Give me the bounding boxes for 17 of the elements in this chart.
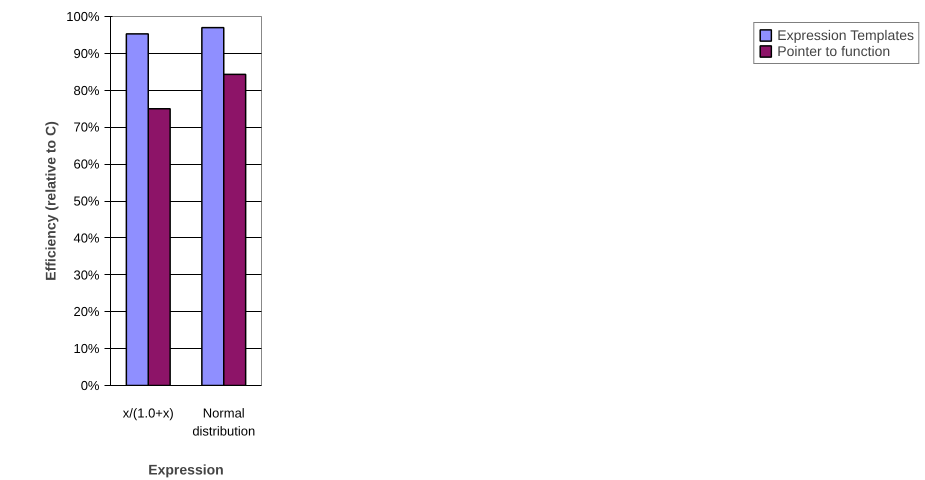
y-tick-label: 30% (73, 267, 100, 282)
y-tick-label: 60% (73, 156, 100, 172)
y-tick-label: 90% (73, 46, 100, 61)
y-tick-label: 40% (73, 230, 100, 246)
y-tick-label: 20% (73, 304, 100, 320)
y-tick-label: 50% (73, 194, 100, 208)
legend-label: Pointer to function (777, 43, 890, 59)
x-tick-label: x/(1.0+x) (122, 406, 174, 420)
y-tick-label: 100% (66, 9, 100, 24)
y-tick-label: 0% (80, 378, 100, 393)
x-tick-label: Normal distribution (192, 406, 256, 438)
y-axis-title: Efficiency (relative to C) (42, 121, 58, 281)
x-axis-title: Expression (148, 462, 224, 478)
y-tick-label: 70% (73, 120, 100, 135)
y-tick-label: 80% (73, 82, 100, 98)
y-tick-label: 10% (73, 341, 100, 356)
legend-label: Expression Templates (777, 27, 914, 43)
